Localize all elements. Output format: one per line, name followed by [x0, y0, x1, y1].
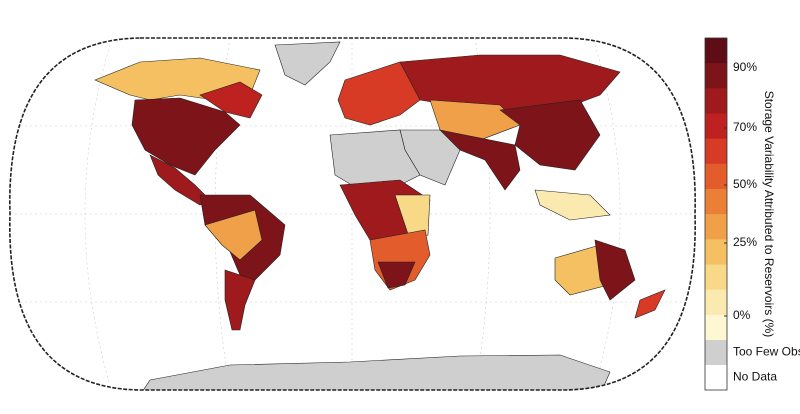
new-zealand [634, 289, 666, 319]
graticule [9, 38, 696, 390]
colorbar-segment [705, 214, 727, 240]
antarctica [139, 354, 611, 390]
colorbar-segment [705, 88, 727, 114]
colorbar-segment [705, 264, 727, 291]
colorbar-segment [705, 113, 727, 140]
colorbar-segment [705, 289, 727, 316]
amazon [204, 209, 263, 261]
colorbar-category [705, 340, 727, 365]
colorbar-tick-label: 70% [733, 120, 757, 134]
southeast-asia [534, 189, 611, 221]
colorbar-segment [705, 138, 727, 165]
south-america-south [224, 269, 256, 331]
map-frame [9, 37, 696, 391]
colorbar-segment [705, 189, 727, 215]
colorbar: 90% 70% 50% 25% 0% Too Few Obs No Data [704, 37, 800, 391]
colorbar-segment [705, 63, 727, 89]
africa-north [329, 129, 421, 191]
colorbar-segment [705, 38, 727, 64]
colorbar-tick-label: 90% [733, 60, 757, 74]
colorbar-category-label: No Data [733, 370, 777, 384]
colorbar-tick-label: 50% [733, 177, 757, 191]
colorbar-title: Storage Variability Attributed to Reserv… [762, 91, 776, 338]
australia-west [554, 244, 609, 296]
china [499, 99, 601, 171]
map [9, 38, 696, 390]
colorbar-segment [705, 239, 727, 265]
south-africa [377, 261, 416, 289]
africa-east [394, 194, 431, 241]
colorbar-category-label: Too Few Obs [733, 345, 800, 359]
colorbar-category [705, 365, 727, 390]
australia-east [594, 239, 636, 301]
central-asia [429, 99, 521, 141]
canada-east [199, 81, 263, 119]
colorbar-tick-label: 0% [733, 308, 751, 322]
colorbar-segment [705, 163, 727, 190]
colorbar-tick-label: 25% [733, 235, 757, 249]
greenland [274, 41, 341, 86]
colorbar-segment [705, 314, 727, 341]
colorbar-border [704, 37, 728, 391]
north-america [131, 97, 241, 176]
